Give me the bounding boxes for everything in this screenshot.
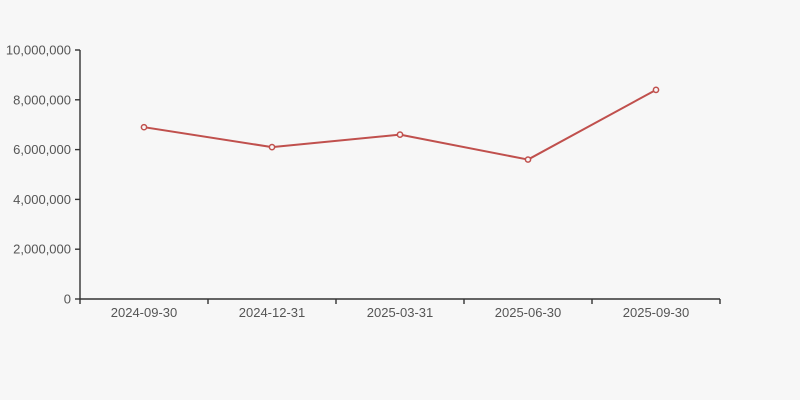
data-point-marker[interactable] (268, 143, 276, 151)
y-tick-label: 10,000,000 (6, 43, 71, 58)
data-point-marker[interactable] (396, 131, 404, 139)
data-point-marker[interactable] (652, 86, 660, 94)
y-tick-label: 0 (64, 292, 71, 307)
x-tick-label: 2025-03-31 (367, 305, 434, 320)
y-tick-label: 4,000,000 (13, 192, 71, 207)
x-tick-label: 2024-12-31 (239, 305, 306, 320)
y-tick-label: 2,000,000 (13, 242, 71, 257)
series-line (143, 88, 657, 161)
data-point-marker[interactable] (140, 123, 148, 131)
x-tick-label: 2025-09-30 (623, 305, 690, 320)
y-tick-label: 8,000,000 (13, 92, 71, 107)
y-tick-label: 6,000,000 (13, 142, 71, 157)
x-tick-label: 2024-09-30 (111, 305, 178, 320)
data-point-marker[interactable] (524, 156, 532, 163)
x-tick-label: 2025-06-30 (495, 305, 562, 320)
